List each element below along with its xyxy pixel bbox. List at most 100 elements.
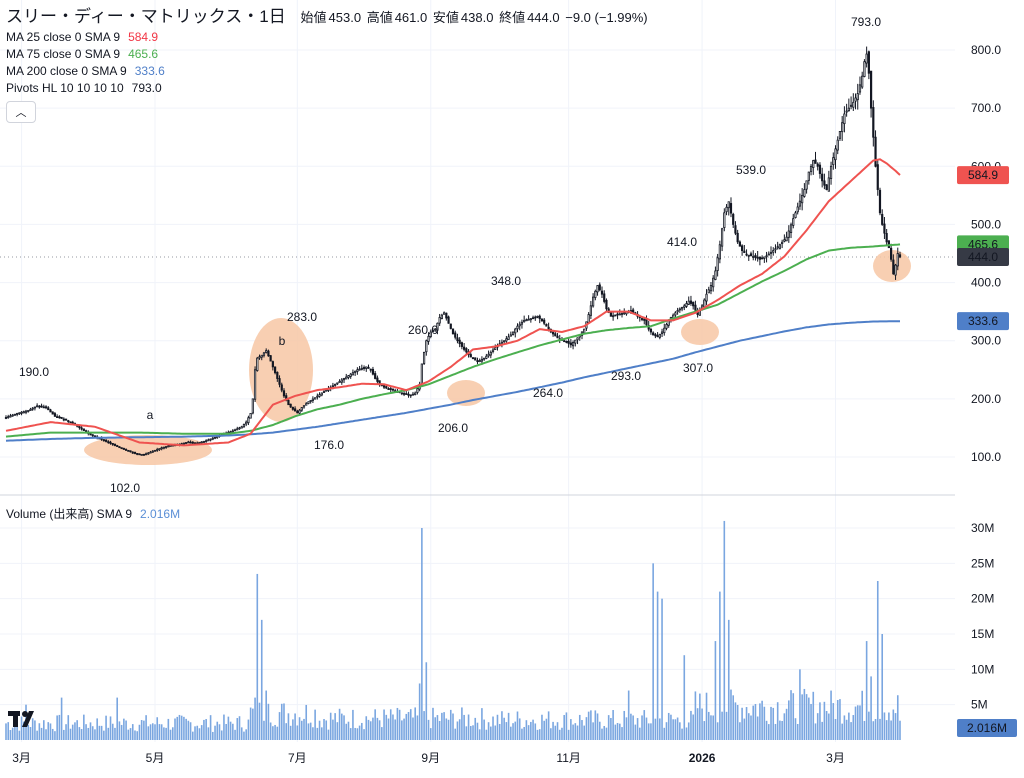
candle-body [623, 312, 626, 315]
volume-tick-label: 10M [971, 662, 994, 676]
volume-bar [11, 727, 14, 740]
volume-bar [756, 716, 759, 740]
highlight-ellipse [873, 250, 911, 282]
candle-body [238, 427, 241, 430]
volume-bar [496, 714, 499, 740]
candle-body [516, 325, 519, 330]
candle-body [858, 84, 862, 93]
candle-body [465, 348, 468, 353]
candle-body [843, 113, 846, 125]
candle-body [260, 354, 263, 358]
candle-body [689, 300, 693, 304]
volume-bar [456, 721, 459, 740]
candle-body [265, 350, 268, 353]
volume-bar [345, 723, 348, 740]
candle-body [287, 399, 290, 406]
pivot-label: 293.0 [611, 369, 641, 383]
volume-bar [538, 729, 541, 740]
moving-average-lines [5, 158, 901, 447]
volume-bar [378, 720, 381, 740]
volume-bar [527, 725, 530, 740]
candle-body [567, 340, 570, 344]
candle-body [678, 308, 681, 311]
volume-bar [269, 722, 272, 740]
candle-body [251, 398, 254, 414]
volume-bar [60, 697, 63, 740]
volume-tick-label: 30M [971, 521, 994, 535]
volume-tick-label: 25M [971, 556, 994, 570]
volume-bar [187, 720, 190, 740]
indicator-ma200[interactable]: MA 200 close 0 SMA 9 333.6 [6, 63, 650, 80]
volume-bar [803, 688, 806, 740]
candle-body [193, 442, 197, 445]
volume-bar [94, 729, 96, 740]
volume-bar [725, 711, 728, 740]
volume-bar [494, 725, 497, 740]
candle-body [741, 245, 744, 251]
volume-bar [114, 727, 116, 740]
volume-bar [659, 718, 661, 740]
volume-bar [485, 729, 488, 740]
candle-body [794, 212, 797, 218]
candle-body [618, 313, 621, 316]
volume-bar [792, 693, 795, 740]
volume-bar [320, 727, 323, 740]
candle-body [147, 452, 150, 455]
time-tick-label: 7月 [288, 751, 307, 765]
volume-bar [812, 691, 815, 740]
volume-legend[interactable]: Volume (出来高) SMA 9 2.016M [6, 505, 180, 522]
symbol-title[interactable]: スリー・ディー・マトリックス・1日 [6, 7, 286, 26]
candle-body [209, 438, 212, 441]
volume-bar [625, 717, 628, 740]
candle-body [534, 316, 537, 319]
volume-bar [389, 709, 392, 740]
volume-bar [652, 563, 654, 740]
candle-body [807, 171, 810, 181]
change-value: −9.0 (−1.99%) [565, 10, 648, 25]
volume-bar [403, 718, 405, 740]
ma75-line [5, 243, 901, 438]
tradingview-logo-icon[interactable] [8, 708, 40, 730]
volume-bar [636, 718, 639, 740]
volume-bar [449, 709, 452, 740]
candle-body [540, 318, 544, 322]
candle-body [734, 225, 737, 234]
volume-label: Volume (出来高) SMA 9 [6, 507, 133, 521]
volume-bar [518, 718, 521, 740]
candle-body [547, 326, 550, 330]
volume-bar [661, 598, 663, 740]
volume-bar [645, 717, 648, 740]
volume-bar [888, 712, 890, 740]
volume-bar [808, 697, 810, 740]
candle-body [805, 180, 808, 190]
candle-body [240, 426, 243, 429]
indicator-pivots[interactable]: Pivots HL 10 10 10 10 793.0 [6, 80, 650, 97]
indicator-ma25[interactable]: MA 25 close 0 SMA 9 584.9 [6, 29, 650, 46]
volume-bar [280, 703, 283, 740]
time-tick-label: 3月 [826, 751, 845, 765]
candle-body [778, 244, 782, 249]
volume-bar [180, 715, 183, 740]
volume-bar [781, 720, 783, 740]
indicator-ma75[interactable]: MA 75 close 0 SMA 9 465.6 [6, 46, 650, 63]
price-tick-label: 100.0 [971, 450, 1001, 464]
volume-bar [198, 728, 201, 740]
low-value: 438.0 [460, 10, 494, 25]
candle-body [485, 355, 488, 359]
candle-body [145, 453, 148, 456]
volume-bar [634, 724, 637, 740]
candle-body [852, 101, 855, 108]
volume-bar [594, 710, 597, 740]
candle-body [792, 218, 795, 226]
volume-bar [752, 705, 755, 740]
collapse-legend-button[interactable]: ︿ [6, 101, 36, 123]
close-label: 終値 [499, 10, 526, 25]
candle-body [774, 248, 777, 251]
candle-body [876, 164, 879, 190]
volume-bar [425, 662, 428, 740]
candle-body [376, 377, 379, 382]
candle-body [536, 315, 539, 318]
ma25-label: MA 25 close 0 SMA 9 [6, 30, 121, 44]
